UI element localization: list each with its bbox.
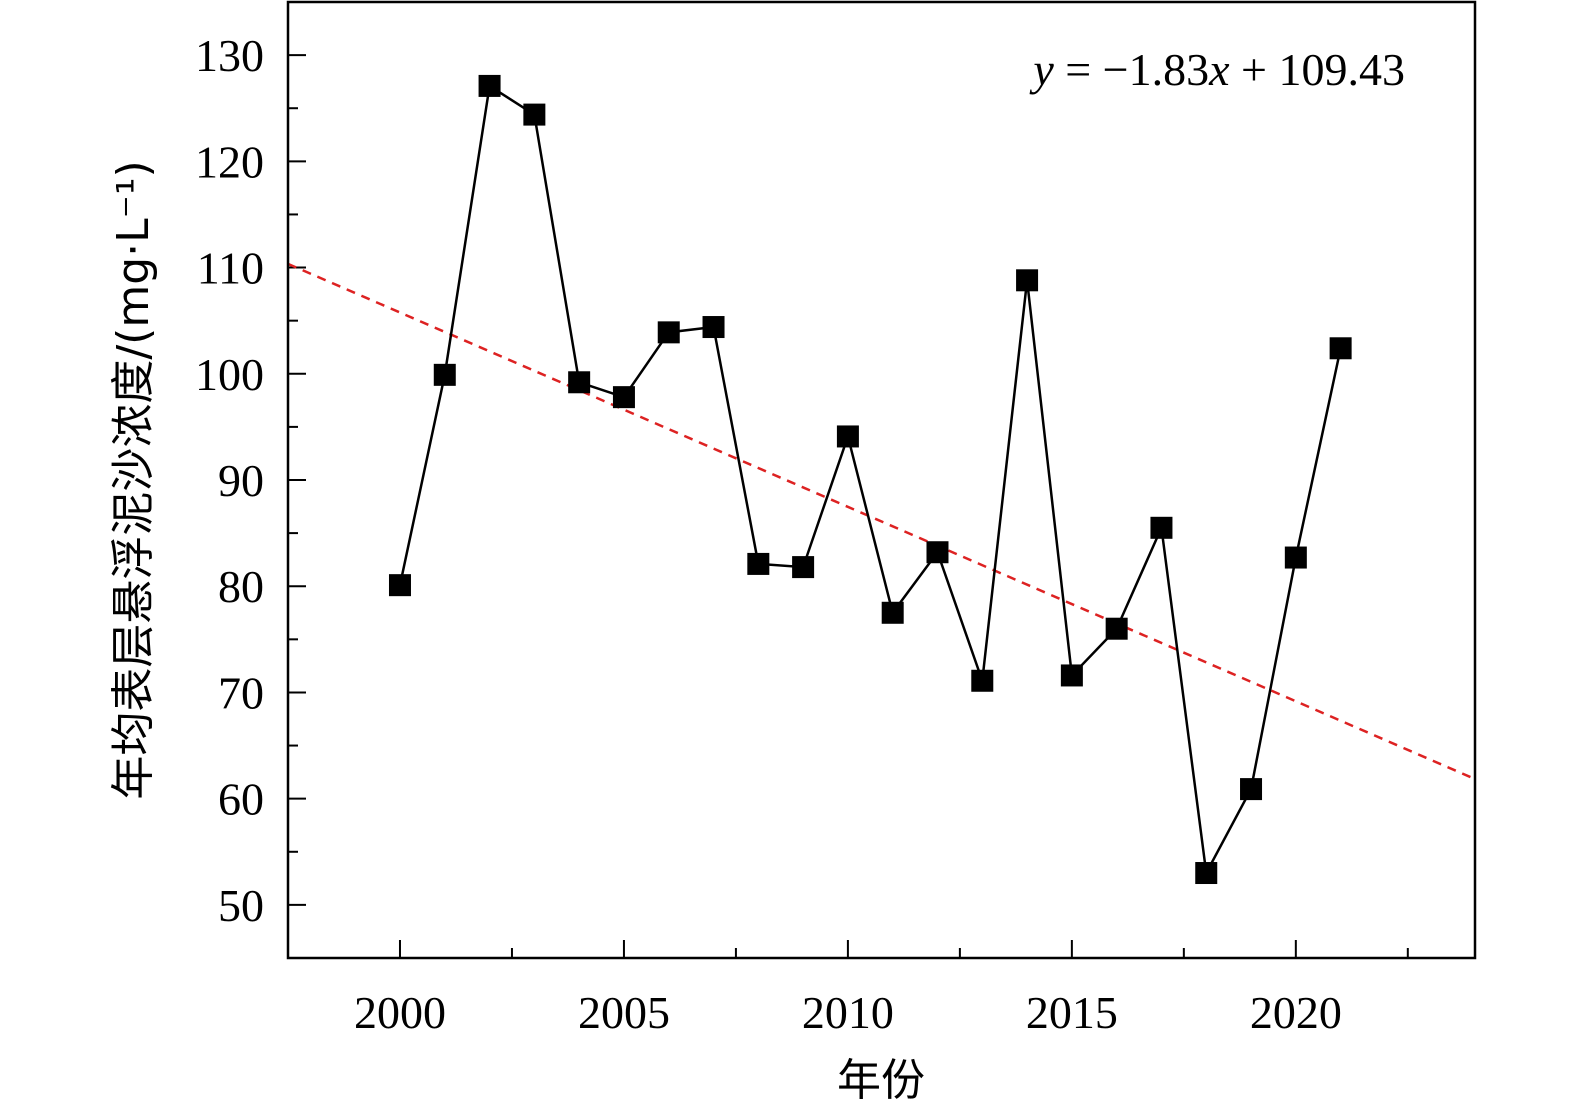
y-tick-label: 100	[195, 349, 264, 400]
data-point	[926, 541, 949, 564]
series-group	[388, 74, 1352, 885]
data-point	[702, 316, 725, 339]
data-point	[1150, 516, 1173, 539]
trend-equation: y = −1.83x + 109.43	[1029, 44, 1405, 95]
y-tick-label: 80	[218, 561, 264, 612]
data-point	[388, 574, 411, 597]
x-tick-label: 2000	[354, 987, 446, 1038]
data-point	[568, 371, 591, 394]
y-axis-title: 年均表层悬浮泥沙浓度/(mg·L⁻¹)	[108, 160, 159, 799]
data-point	[1240, 778, 1263, 801]
x-axis-title: 年份	[837, 1055, 925, 1106]
y-tick-labels: 50 60 70 80 90 100 110 120 130	[195, 30, 264, 931]
data-point	[433, 363, 456, 386]
data-point	[612, 386, 635, 409]
data-point	[747, 552, 770, 575]
series-line	[398, 83, 1342, 878]
y-tick-label: 130	[195, 30, 264, 81]
y-tick-label: 110	[197, 243, 264, 294]
data-point	[1105, 617, 1128, 640]
data-point	[971, 669, 994, 692]
axis-ticks	[287, 1, 1409, 959]
data-point	[657, 321, 680, 344]
data-point	[1195, 862, 1218, 885]
data-point	[792, 556, 815, 579]
data-point	[1284, 546, 1307, 569]
data-point	[478, 74, 501, 97]
trendline	[287, 262, 1476, 781]
y-tick-label: 50	[218, 880, 264, 931]
data-point	[1329, 337, 1352, 360]
y-tick-label: 90	[218, 455, 264, 506]
data-point	[836, 425, 859, 448]
data-point	[881, 601, 904, 624]
x-tick-label: 2005	[578, 987, 670, 1038]
trendline-group	[287, 262, 1476, 781]
data-point	[1060, 664, 1083, 687]
y-tick-label: 60	[218, 774, 264, 825]
data-point	[523, 103, 546, 126]
y-tick-label: 70	[218, 667, 264, 718]
y-tick-label: 120	[195, 136, 264, 187]
data-point	[1016, 269, 1039, 292]
x-tick-labels: 2000 2005 2010 2015 2020	[354, 987, 1342, 1038]
x-tick-label: 2015	[1026, 987, 1118, 1038]
plot-frame	[286, 0, 1477, 960]
x-tick-label: 2010	[802, 987, 894, 1038]
x-tick-label: 2020	[1250, 987, 1342, 1038]
